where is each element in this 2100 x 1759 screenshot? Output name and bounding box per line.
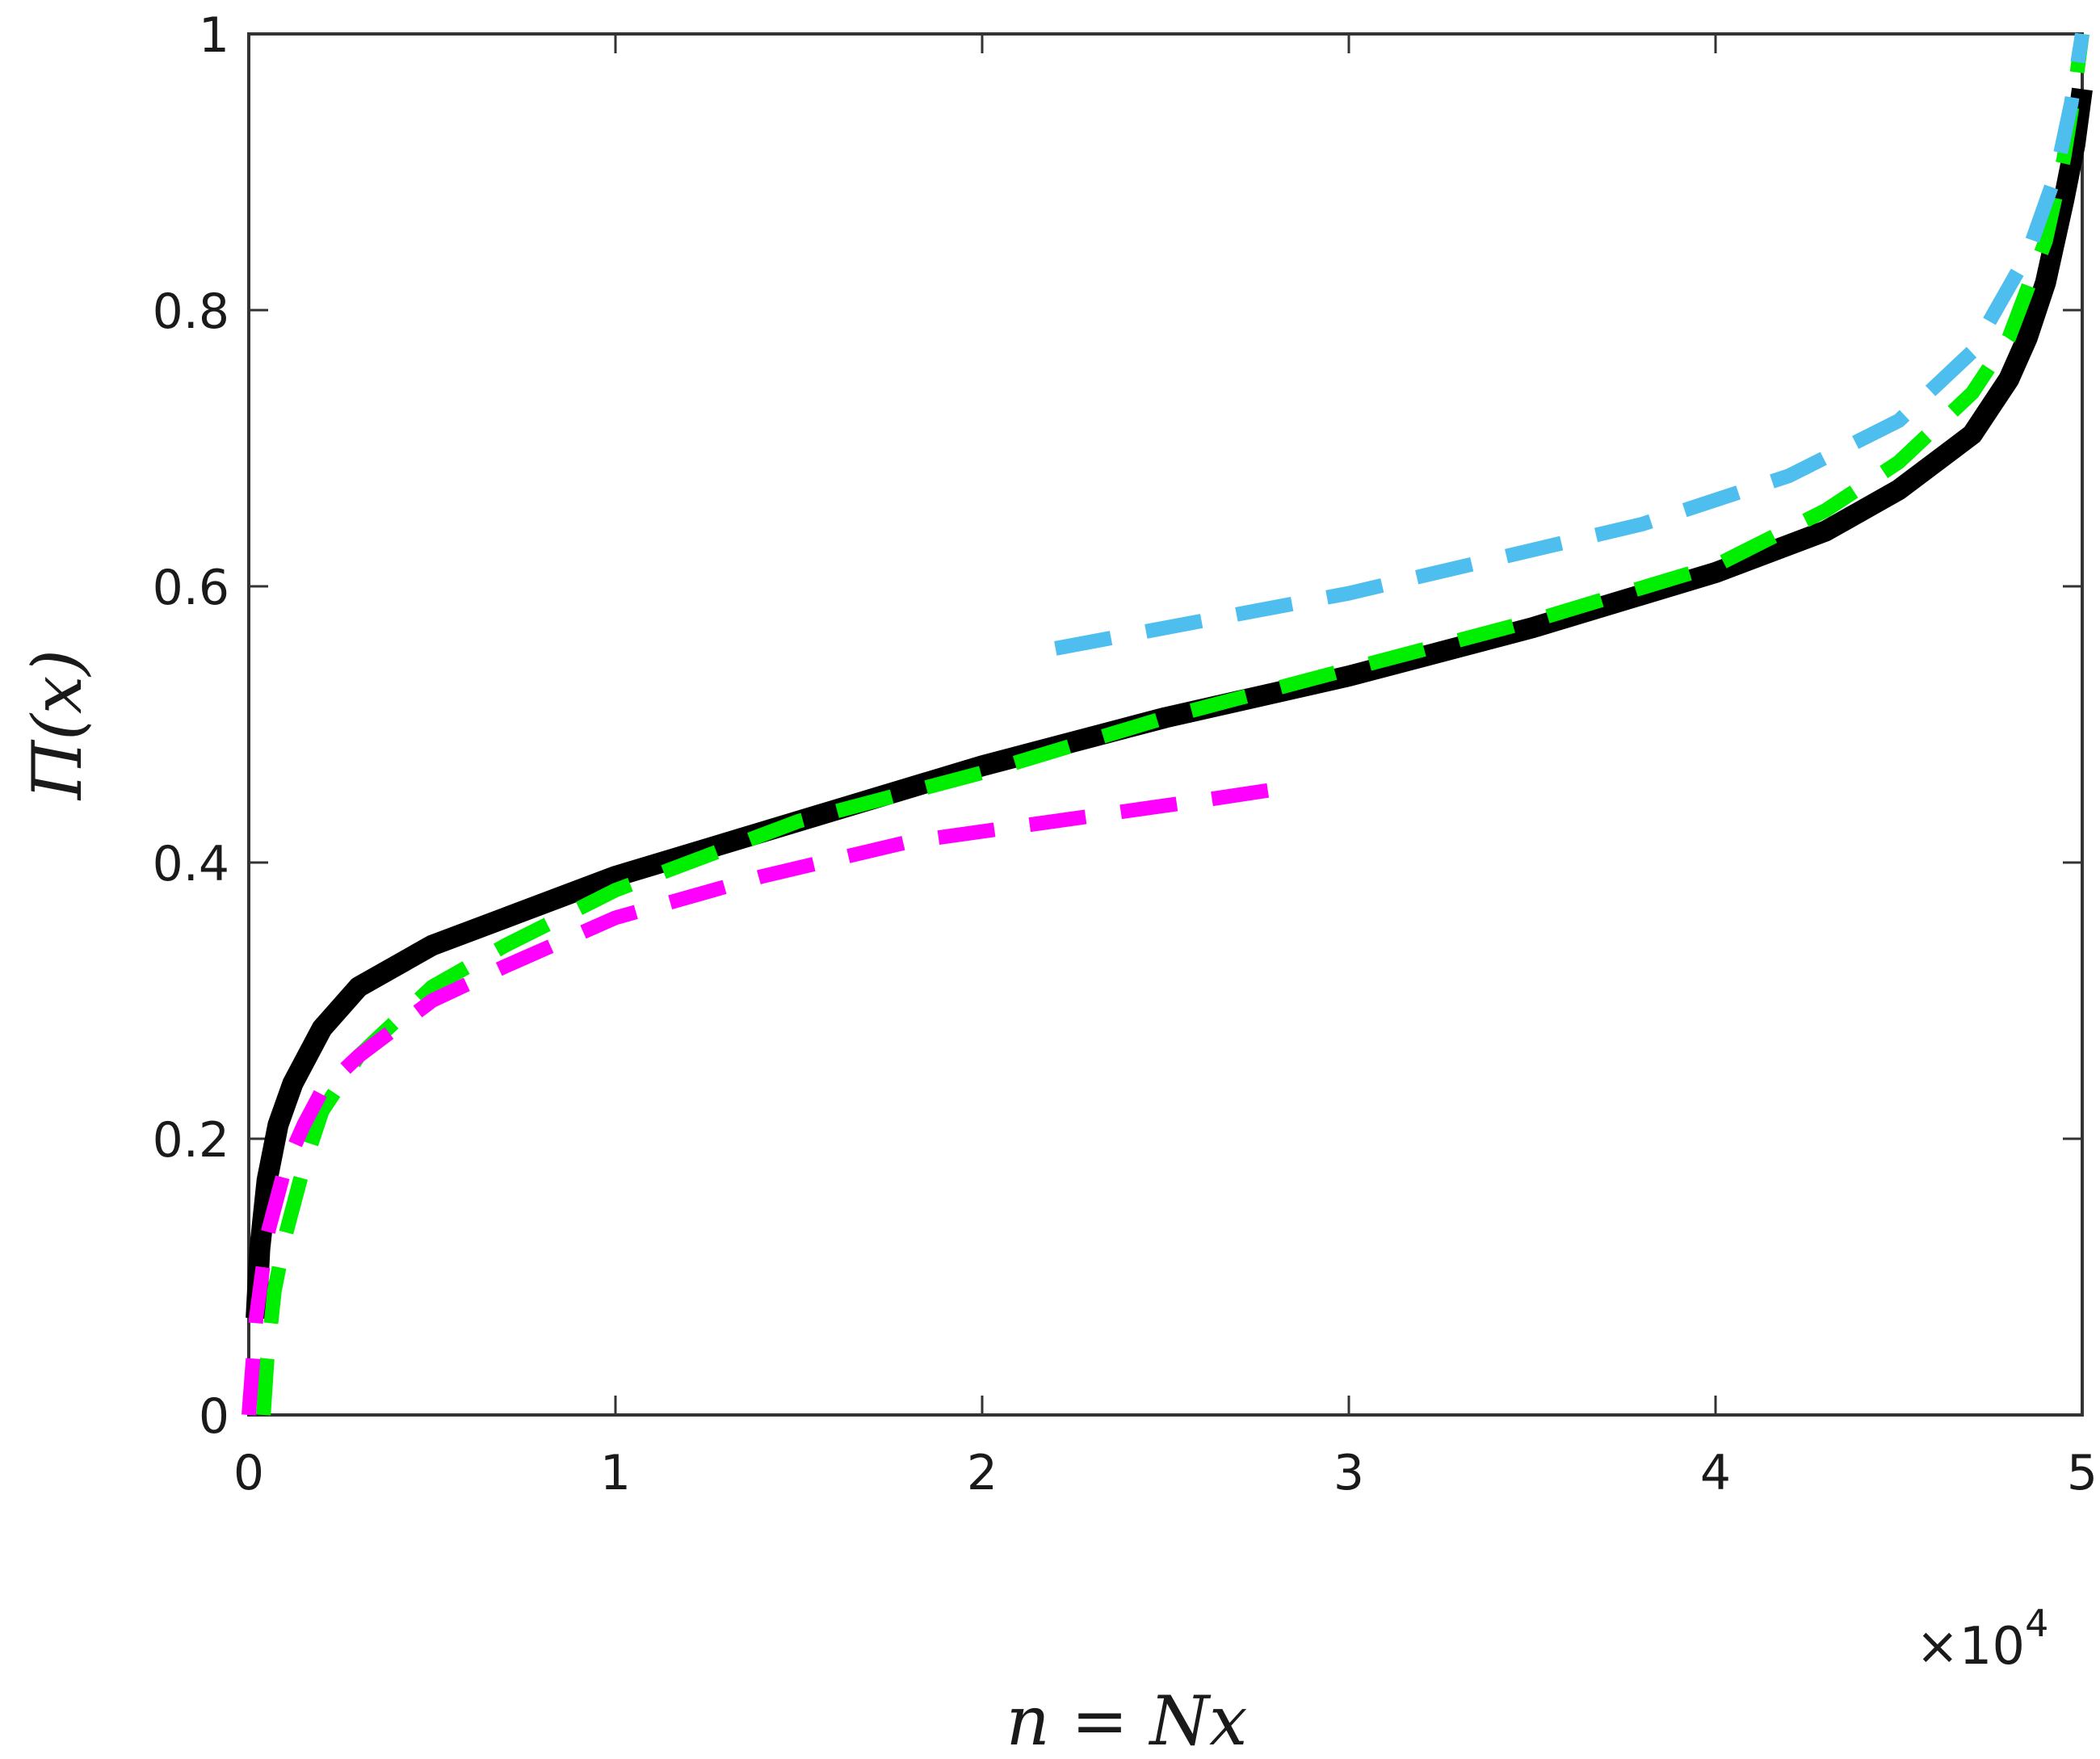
x-tick-label: 0	[233, 1445, 264, 1501]
x-tick-label: 3	[1334, 1445, 1364, 1501]
y-axis-label: Π(x)	[18, 649, 97, 801]
y-tick-label: 0.4	[153, 836, 229, 892]
y-tick-label: 1	[199, 7, 229, 64]
y-tick-labels: 0 0.2 0.4 0.6 0.8 1	[153, 7, 229, 1445]
x-axis-label: n = Nx	[1006, 1681, 1248, 1759]
y-tick-label: 0.6	[153, 560, 229, 616]
x-tick-label: 2	[967, 1445, 998, 1501]
series-layer	[242, 32, 2093, 1416]
x-multiplier-base: ×10	[1916, 1617, 2025, 1677]
series-line-3	[242, 779, 1296, 1416]
y-tick-label: 0.8	[153, 283, 229, 340]
x-multiplier-exponent: 4	[2025, 1602, 2048, 1645]
series-line-1	[246, 87, 2093, 1319]
series-line-2	[256, 32, 2090, 1416]
x-tick-label: 1	[600, 1445, 631, 1501]
y-tick-label: 0.2	[153, 1112, 229, 1169]
y-tick-label: 0	[199, 1388, 229, 1445]
x-tick-labels: 0 1 2 3 4 5	[233, 1445, 2098, 1501]
x-tick-label: 4	[1700, 1445, 1731, 1501]
x-multiplier: ×104	[1916, 1602, 2048, 1677]
x-tick-label: 5	[2067, 1445, 2098, 1501]
